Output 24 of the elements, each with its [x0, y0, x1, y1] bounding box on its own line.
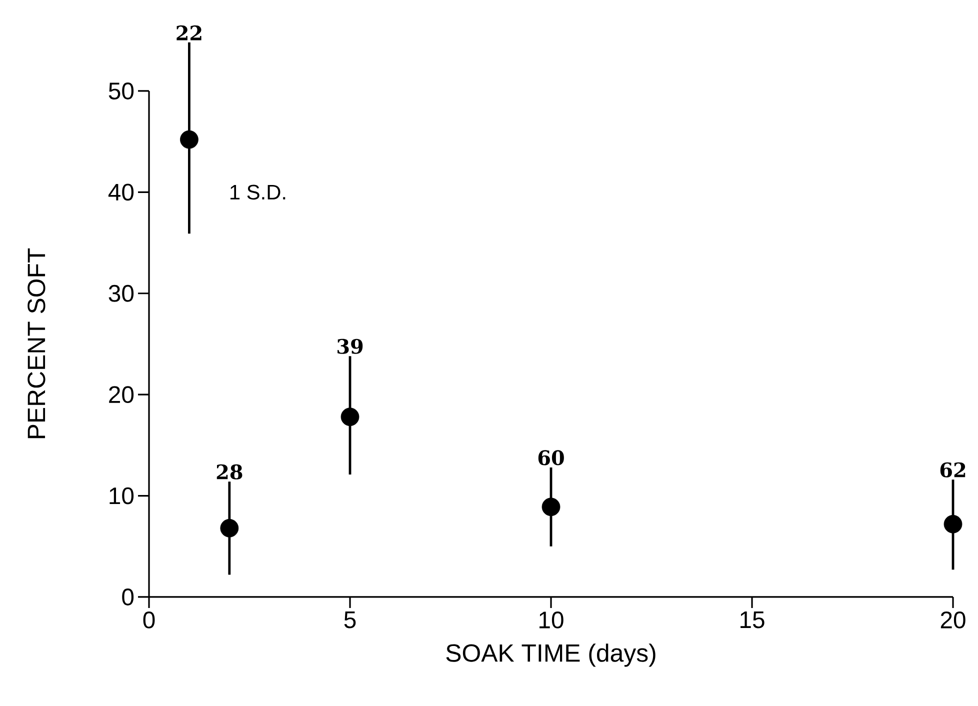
y-tick-label: 10 [110, 487, 134, 504]
x-tick-label: 5 [344, 612, 356, 628]
x-axis-title: SOAK TIME (days) [446, 644, 656, 667]
annotation: 62 [940, 462, 966, 478]
y-tick-label: 50 [108, 82, 134, 100]
x-tick-label: 10 [540, 612, 564, 628]
x-tick-label: 15 [740, 612, 764, 628]
point [340, 408, 360, 426]
point [220, 518, 239, 538]
y-tick-label: 40 [108, 184, 134, 201]
point [944, 514, 962, 534]
y-axis-title: PERCENT SOFT [28, 248, 46, 438]
point [180, 130, 198, 149]
annotation: 39 [338, 338, 363, 354]
annotation: 1 S.D. [230, 184, 286, 200]
annotation: 22 [176, 25, 202, 40]
annotation: 28 [216, 464, 242, 480]
y-tick-label: 30 [108, 284, 134, 302]
y-tick-label: 0 [122, 588, 134, 606]
point [542, 498, 560, 516]
x-tick-label: 0 [143, 612, 155, 628]
x-tick-label: 20 [940, 612, 966, 628]
y-tick-label: 20 [109, 386, 134, 404]
annotation: 60 [538, 450, 564, 466]
